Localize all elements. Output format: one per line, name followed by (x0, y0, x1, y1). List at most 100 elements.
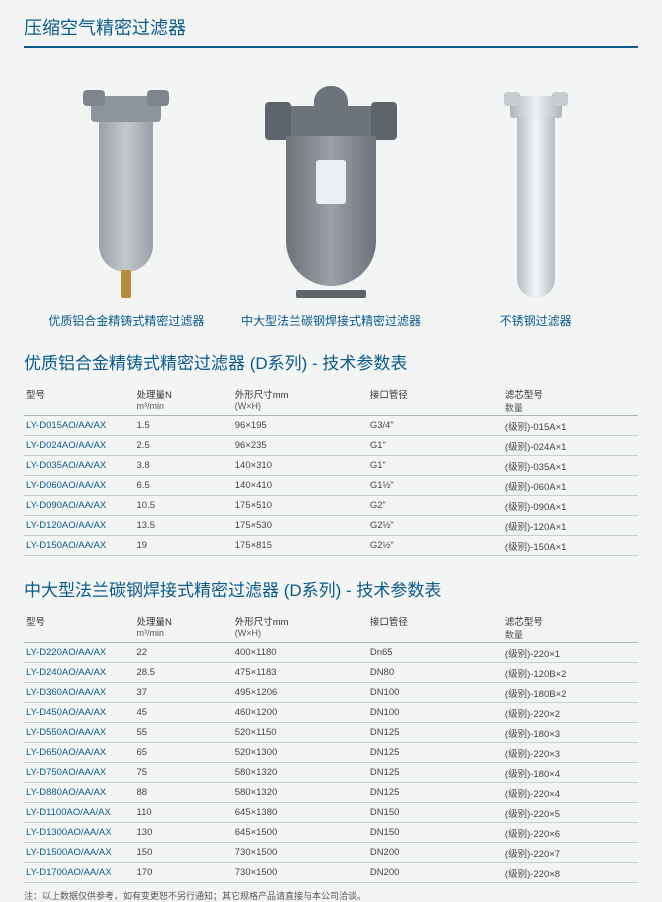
table-cell: 19 (135, 536, 233, 556)
table-cell: DN150 (368, 823, 503, 843)
page-title: 压缩空气精密过滤器 (24, 14, 638, 48)
table-row: LY-D015AO/AA/AX1.596×195G3/4"(级别)-015A×1 (24, 416, 638, 436)
product-caption: 中大型法兰碳钢焊接式精密过滤器 (241, 312, 421, 329)
table-row: LY-D220AO/AA/AX22400×1180Dn65(级别)-220×1 (24, 643, 638, 663)
footnote: 注：以上数据仅供参考，如有变更恕不另行通知；其它规格产品请直接与本公司洽谈。 (24, 889, 638, 902)
table-cell: 96×195 (233, 416, 368, 436)
table-cell: 22 (135, 643, 233, 663)
col-cartridge: 滤芯型号数量 (503, 611, 638, 643)
table-cell: 28.5 (135, 663, 233, 683)
product-image-flange (276, 68, 386, 298)
table-cell: (级别)-220×3 (503, 743, 638, 763)
table-cell: 645×1500 (233, 823, 368, 843)
table-cell: 495×1206 (233, 683, 368, 703)
table-cell: 55 (135, 723, 233, 743)
table-cell: (级别)-180×3 (503, 723, 638, 743)
table-cell: 65 (135, 743, 233, 763)
table-row: LY-D024AO/AA/AX2.596×235G1"(级别)-024A×1 (24, 436, 638, 456)
col-flow: 处理量Nm³/min (135, 384, 233, 416)
table-cell: (级别)-015A×1 (503, 416, 638, 436)
table-cell: (级别)-220×4 (503, 783, 638, 803)
section-title-table1: 优质铝合金精铸式精密过滤器 (D系列) - 技术参数表 (24, 349, 638, 374)
table-cell: LY-D220AO/AA/AX (24, 643, 135, 663)
spec-table-flange: 型号 处理量Nm³/min 外形尺寸mm(W×H) 接口管径 滤芯型号数量 LY… (24, 611, 638, 883)
table-cell: DN100 (368, 703, 503, 723)
table-row: LY-D1300AO/AA/AX130645×1500DN150(级别)-220… (24, 823, 638, 843)
table-row: LY-D120AO/AA/AX13.5175×530G2½"(级别)-120A×… (24, 516, 638, 536)
product-image-stainless (510, 68, 562, 298)
table-cell: (级别)-180×4 (503, 763, 638, 783)
table-cell: DN125 (368, 763, 503, 783)
table-cell: 520×1150 (233, 723, 368, 743)
table-row: LY-D240AO/AA/AX28.5475×1183DN80(级别)-120B… (24, 663, 638, 683)
col-size: 外形尺寸mm(W×H) (233, 384, 368, 416)
table-row: LY-D650AO/AA/AX65520×1300DN125(级别)-220×3 (24, 743, 638, 763)
table-cell: (级别)-220×2 (503, 703, 638, 723)
table-row: LY-D1100AO/AA/AX110645×1380DN150(级别)-220… (24, 803, 638, 823)
table-cell: G1" (368, 456, 503, 476)
table-cell: (级别)-120A×1 (503, 516, 638, 536)
table-cell: LY-D024AO/AA/AX (24, 436, 135, 456)
table-cell: LY-D450AO/AA/AX (24, 703, 135, 723)
table-cell: 175×815 (233, 536, 368, 556)
table-row: LY-D880AO/AA/AX88580×1320DN125(级别)-220×4 (24, 783, 638, 803)
table-cell: LY-D240AO/AA/AX (24, 663, 135, 683)
table-cell: 110 (135, 803, 233, 823)
table-cell: LY-D1300AO/AA/AX (24, 823, 135, 843)
product-gallery: 优质铝合金精铸式精密过滤器 中大型法兰碳钢焊接式精密过滤器 不锈钢过滤器 (24, 68, 638, 329)
table-cell: 10.5 (135, 496, 233, 516)
table-cell: LY-D360AO/AA/AX (24, 683, 135, 703)
product-item: 不锈钢过滤器 (433, 68, 638, 329)
table-row: LY-D060AO/AA/AX6.5140×410G1½"(级别)-060A×1 (24, 476, 638, 496)
table-row: LY-D450AO/AA/AX45460×1200DN100(级别)-220×2 (24, 703, 638, 723)
table-cell: G3/4" (368, 416, 503, 436)
table-cell: LY-D150AO/AA/AX (24, 536, 135, 556)
table-cell: DN100 (368, 683, 503, 703)
table-cell: (级别)-035A×1 (503, 456, 638, 476)
table-cell: LY-D1500AO/AA/AX (24, 843, 135, 863)
table-cell: (级别)-060A×1 (503, 476, 638, 496)
table-cell: (级别)-220×6 (503, 823, 638, 843)
col-flow: 处理量Nm³/min (135, 611, 233, 643)
table-cell: DN200 (368, 843, 503, 863)
table-cell: 730×1500 (233, 843, 368, 863)
table-cell: (级别)-220×7 (503, 843, 638, 863)
table-cell: (级别)-090A×1 (503, 496, 638, 516)
table-cell: 96×235 (233, 436, 368, 456)
table-cell: 400×1180 (233, 643, 368, 663)
table-cell: 45 (135, 703, 233, 723)
table-cell: 580×1320 (233, 763, 368, 783)
col-model: 型号 (24, 384, 135, 416)
table-cell: 130 (135, 823, 233, 843)
product-caption: 优质铝合金精铸式精密过滤器 (48, 312, 204, 329)
col-port: 接口管径 (368, 611, 503, 643)
table-row: LY-D090AO/AA/AX10.5175×510G2"(级别)-090A×1 (24, 496, 638, 516)
table-cell: DN125 (368, 783, 503, 803)
col-size: 外形尺寸mm(W×H) (233, 611, 368, 643)
section-title-table2: 中大型法兰碳钢焊接式精密过滤器 (D系列) - 技术参数表 (24, 576, 638, 601)
table-cell: LY-D060AO/AA/AX (24, 476, 135, 496)
table-cell: 175×530 (233, 516, 368, 536)
table-row: LY-D550AO/AA/AX55520×1150DN125(级别)-180×3 (24, 723, 638, 743)
table-cell: 37 (135, 683, 233, 703)
table-cell: 88 (135, 783, 233, 803)
table-cell: 13.5 (135, 516, 233, 536)
table-row: LY-D750AO/AA/AX75580×1320DN125(级别)-180×4 (24, 763, 638, 783)
col-model: 型号 (24, 611, 135, 643)
product-item: 优质铝合金精铸式精密过滤器 (24, 68, 229, 329)
table-cell: 150 (135, 843, 233, 863)
table-row: LY-D1700AO/AA/AX170730×1500DN200(级别)-220… (24, 863, 638, 883)
table-cell: Dn65 (368, 643, 503, 663)
table-cell: (级别)-180B×2 (503, 683, 638, 703)
table-cell: DN125 (368, 743, 503, 763)
table-cell: 3.8 (135, 456, 233, 476)
table-cell: (级别)-220×8 (503, 863, 638, 883)
table-cell: 730×1500 (233, 863, 368, 883)
table-cell: LY-D880AO/AA/AX (24, 783, 135, 803)
table-cell: 140×410 (233, 476, 368, 496)
table-cell: G2" (368, 496, 503, 516)
col-cartridge: 滤芯型号数量 (503, 384, 638, 416)
table-cell: LY-D120AO/AA/AX (24, 516, 135, 536)
table-cell: LY-D1700AO/AA/AX (24, 863, 135, 883)
table-cell: G1" (368, 436, 503, 456)
